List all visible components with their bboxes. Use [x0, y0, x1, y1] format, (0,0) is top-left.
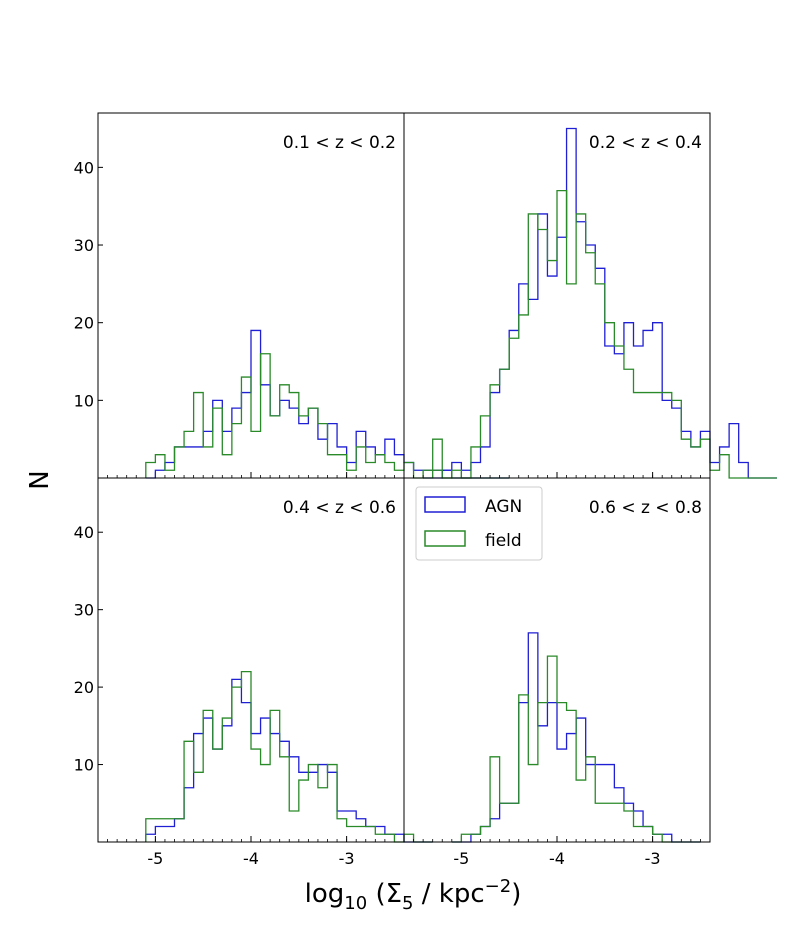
panel-3: -5 -4 -3 10 20 30 40 0.4 < z < 0.6: [74, 477, 433, 868]
panels-group: 10 20 30 40 0.1 < z < 0.2 0.2 < z < 0.4 -5 -4 -3…: [74, 112, 777, 868]
x-axis-label-sub2: 5: [402, 893, 413, 914]
legend-label-agn: AGN: [485, 497, 522, 517]
x-axis-label: log10 (Σ5 / kpc−2): [305, 876, 522, 914]
x-tick-label: -3: [645, 849, 661, 868]
x-axis-label-log: log: [305, 879, 345, 909]
panel-2: 0.2 < z < 0.4: [403, 112, 777, 479]
panel-redshift-label: 0.6 < z < 0.8: [589, 498, 702, 518]
panel-redshift-label: 0.1 < z < 0.2: [283, 133, 396, 153]
x-tick-label: -5: [147, 849, 163, 868]
legend-label-field: field: [485, 531, 522, 551]
x-axis-label-unit: / kpc: [413, 879, 484, 909]
y-tick-label: 40: [74, 523, 94, 542]
x-tick-label: -5: [453, 849, 469, 868]
y-tick-label: 40: [74, 158, 94, 177]
y-axis-label: N: [25, 470, 55, 489]
panel-redshift-label: 0.2 < z < 0.4: [589, 133, 702, 153]
x-tick-label: -4: [549, 849, 565, 868]
legend: AGN field: [415, 486, 543, 561]
y-tick-label: 20: [74, 314, 94, 333]
x-tick-label: -3: [339, 849, 355, 868]
y-tick-label: 10: [74, 391, 94, 410]
histogram-field-series: [145, 670, 433, 843]
y-tick-label: 20: [74, 678, 94, 697]
x-axis-label-sup: −2: [485, 876, 512, 897]
x-axis-label-end: ): [511, 879, 521, 909]
histogram-field-series: [423, 190, 777, 479]
legend-frame: [415, 486, 543, 561]
histogram-field-series: [451, 655, 701, 843]
panel-redshift-label: 0.4 < z < 0.6: [283, 498, 396, 518]
y-tick-label: 10: [74, 756, 94, 775]
panel-frame: [97, 477, 405, 843]
x-axis-label-sigma: (Σ: [367, 879, 402, 909]
legend-swatch-agn: [424, 496, 466, 513]
panel-frame: [403, 477, 711, 843]
panel-4: -5 -4 -3 0.6 < z < 0.8: [403, 477, 711, 868]
x-tick-label: -4: [243, 849, 259, 868]
y-tick-label: 30: [74, 236, 94, 255]
histogram-agn-series: [145, 329, 510, 479]
histogram-agn-series: [423, 127, 777, 479]
histogram-field-series: [145, 353, 510, 479]
legend-swatch-field: [424, 530, 466, 547]
panel-1: 10 20 30 40 0.1 < z < 0.2: [74, 112, 510, 479]
x-axis-label-sub: 10: [344, 893, 367, 914]
panel-frame: [403, 112, 711, 479]
y-tick-label: 30: [74, 601, 94, 620]
